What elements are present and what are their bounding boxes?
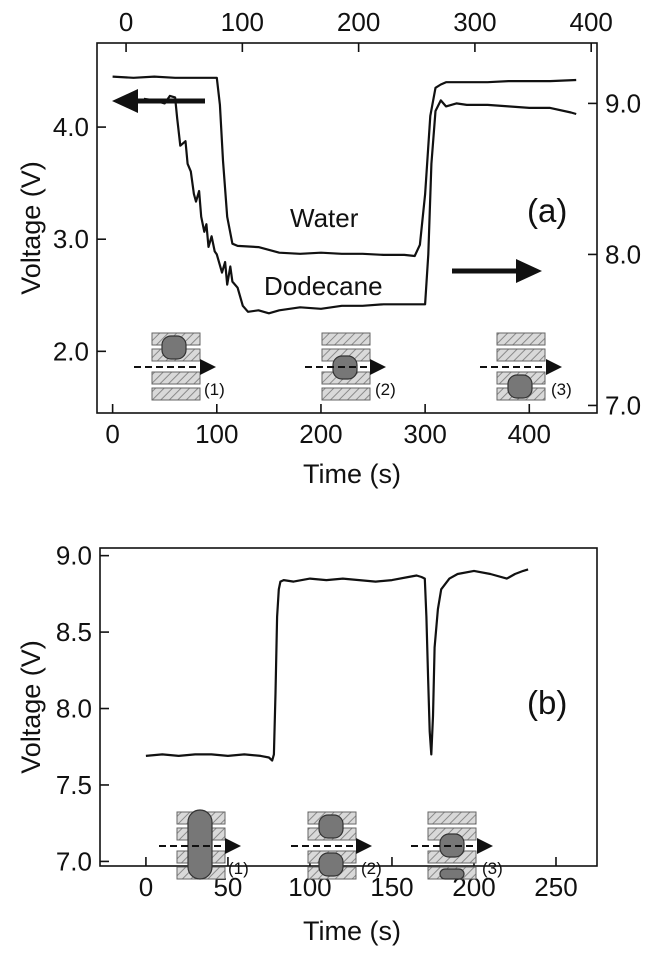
series-group-a (112, 75, 577, 315)
diagram-label-a2: (2) (375, 380, 396, 399)
series-line-dodecane (143, 94, 577, 315)
diagram-label-a1: (1) (204, 380, 225, 399)
x-tick-label: 400 (508, 419, 551, 449)
y-axis-left-a: 2.0 3.0 4.0 (53, 112, 106, 366)
top-x-tick-label: 400 (569, 7, 612, 37)
channel-diagram-a3: (3) (480, 332, 572, 401)
x-axis-label-b: Time (s) (303, 916, 401, 946)
series-group-b (145, 568, 529, 762)
x-tick-label: 100 (195, 419, 238, 449)
left-axis-arrow (112, 89, 205, 113)
panel-label-a: (a) (527, 192, 567, 229)
series-line-water (112, 75, 577, 258)
chart-b: 0 50 100 150 200 250 7.07.58.08.59.0 Time (s)… (16, 541, 598, 946)
y-axis-left-b: 7.0 7.5 8.0 8.5 9.0 (56, 541, 109, 876)
y-tick-label: 8.5 (56, 617, 92, 647)
channel-diagram-b2: (2) (291, 811, 382, 880)
annotation-dodecane: Dodecane (264, 271, 383, 301)
right-y-tick-label: 9.0 (605, 88, 641, 118)
y-axis-label-a: Voltage (V) (16, 161, 46, 295)
x-tick-label: 300 (403, 419, 446, 449)
diagram-label-b1: (1) (228, 859, 249, 878)
top-x-tick-label: 300 (453, 7, 496, 37)
diagram-label-b3: (3) (482, 859, 503, 878)
series-line (145, 568, 529, 762)
channel-diagram-b1: (1) (159, 809, 249, 880)
top-x-tick-label: 200 (337, 7, 380, 37)
y-axis-label-b: Voltage (V) (16, 640, 46, 774)
channel-diagram-b3: (3) (411, 811, 503, 880)
diagram-label-a3: (3) (551, 380, 572, 399)
x-axis-top-a: 0 100 200 300 400 (119, 7, 613, 52)
chart-a: 0 100 200 300 400 0 100 200 300 400 2.0 3.0 4.0 7.… (16, 7, 641, 489)
top-x-tick-label: 100 (221, 7, 264, 37)
right-y-tick-label: 7.0 (605, 390, 641, 420)
right-y-tick-label: 8.0 (605, 239, 641, 269)
channel-diagram-a2: (2) (305, 332, 396, 401)
y-tick-label: 2.0 (53, 336, 89, 366)
x-tick-label: 250 (534, 872, 577, 902)
plot-frame-b (99, 547, 598, 867)
channel-diagram-a1: (1) (134, 332, 225, 401)
x-tick-label: 150 (370, 872, 413, 902)
y-tick-label: 4.0 (53, 112, 89, 142)
x-tick-label: 200 (299, 419, 342, 449)
annotation-water: Water (290, 203, 359, 233)
y-axis-right-a: 7.0 8.0 9.0 (588, 88, 641, 420)
right-axis-arrow (452, 259, 542, 283)
x-axis-label-a: Time (s) (303, 459, 401, 489)
x-tick-label: 0 (139, 872, 153, 902)
diagram-label-b2: (2) (361, 859, 382, 878)
plot-frame-a (96, 42, 598, 414)
y-tick-label: 3.0 (53, 224, 89, 254)
y-tick-label: 7.5 (56, 770, 92, 800)
x-axis-bottom-a: 0 100 200 300 400 (105, 404, 551, 449)
y-tick-label: 9.0 (56, 541, 92, 571)
y-tick-label: 7.0 (56, 846, 92, 876)
x-tick-label: 0 (105, 419, 119, 449)
top-x-tick-label: 0 (119, 7, 133, 37)
panel-label-b: (b) (527, 684, 567, 721)
y-tick-label: 8.0 (56, 694, 92, 724)
